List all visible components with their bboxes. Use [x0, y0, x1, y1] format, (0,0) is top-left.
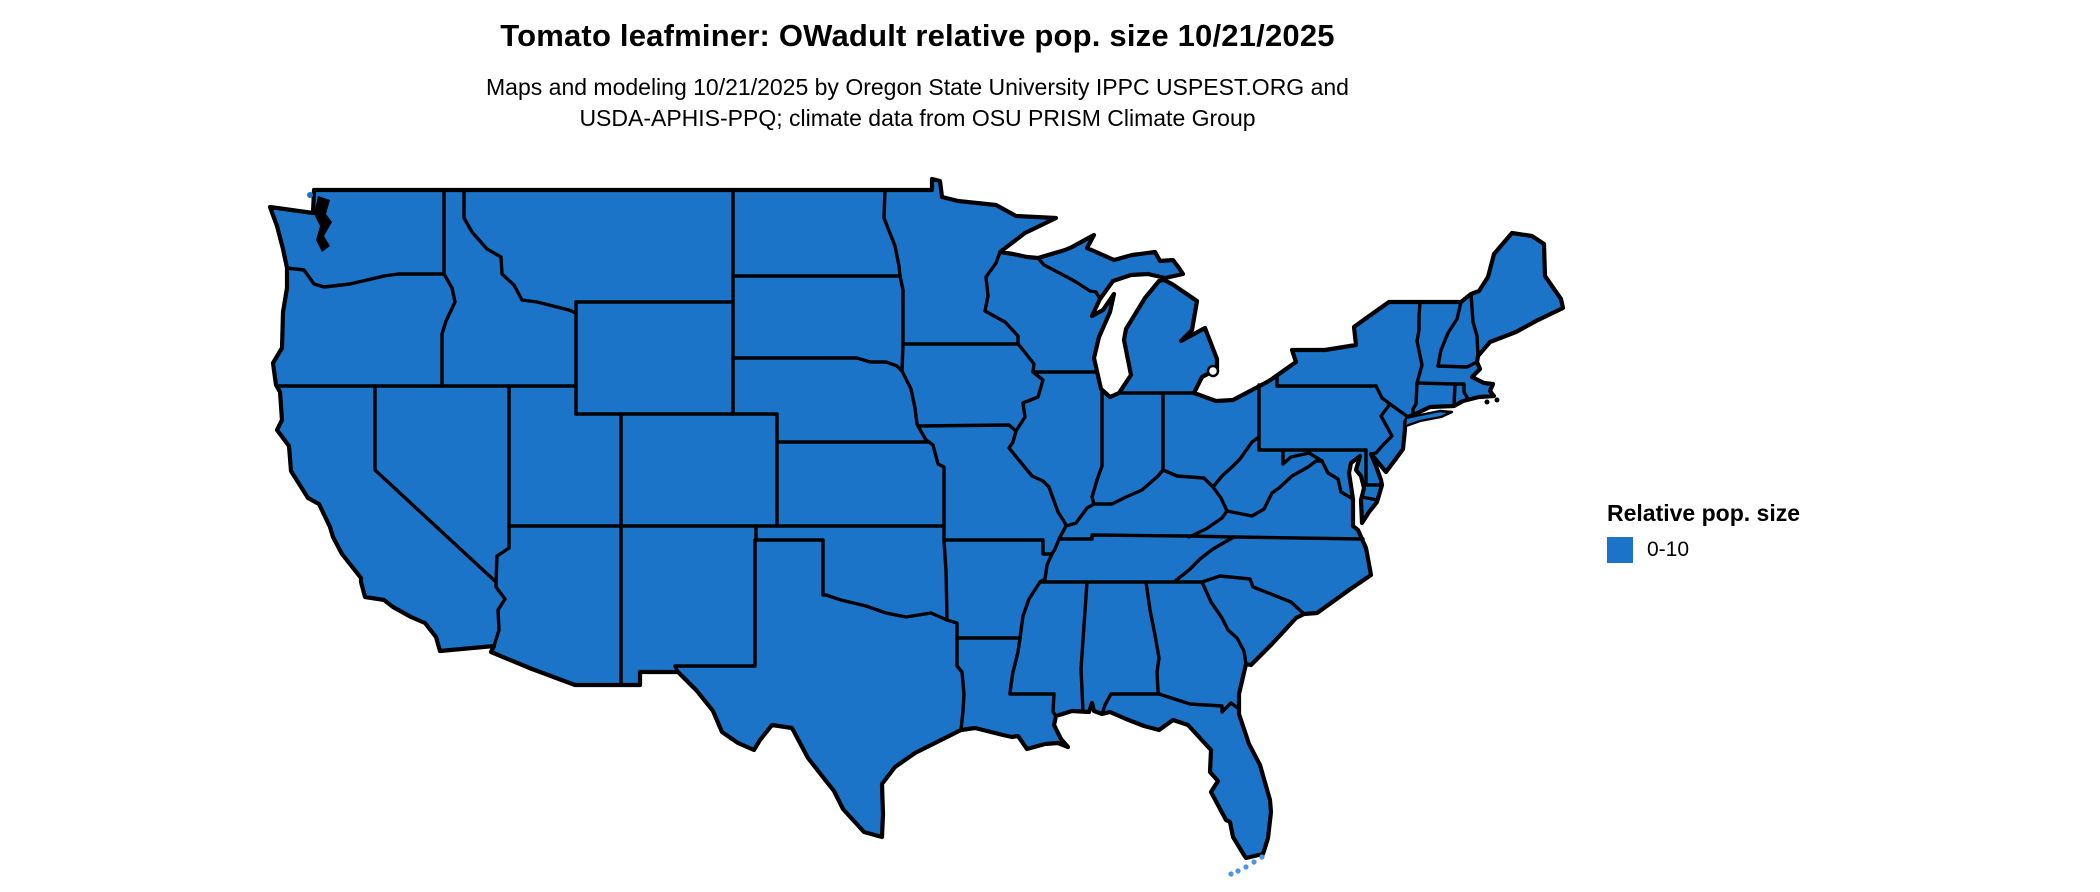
legend-row: 0-10: [1607, 537, 1800, 563]
border-mo-ar: [942, 538, 1054, 556]
border-oh-pa-mason-dixon: [1257, 383, 1368, 452]
border-id-mt: [462, 188, 578, 315]
border-or-id: [440, 272, 457, 388]
border-sd-ne: [731, 356, 904, 373]
border-ky-tn: [1057, 533, 1236, 541]
border-ohio-river: [1064, 435, 1261, 528]
border-ia-mo: [916, 423, 1018, 433]
border-nv-ut-az: [494, 384, 511, 584]
border-ny-east: [1411, 300, 1424, 417]
border-de-md: [1364, 448, 1384, 487]
legend-swatch: [1607, 537, 1633, 563]
border-wa-or: [285, 266, 446, 289]
nantucket-islands: [1484, 397, 1500, 405]
border-ct-ri: [1452, 382, 1457, 408]
border-al-ms: [1079, 580, 1089, 713]
border-tx-ar-la: [945, 618, 966, 732]
border-al-ga: [1144, 580, 1161, 696]
border-ok-tx-red-river: [754, 524, 949, 622]
long-island: [1403, 409, 1454, 428]
subtitle-line-1: Maps and modeling 10/21/2025 by Oregon S…: [486, 74, 1349, 100]
border-ny-nj: [1388, 402, 1410, 419]
border-mississippi-river-south: [1008, 524, 1068, 718]
border-fl-north: [1100, 692, 1241, 716]
border-vt-nh: [1436, 300, 1463, 368]
page-title: Tomato leafminer: OWadult relative pop. …: [500, 18, 1335, 53]
border-md-va-delmarva: [1360, 495, 1379, 502]
border-ky-wv: [1211, 485, 1229, 513]
border-md-va-potomac: [1320, 459, 1355, 501]
florida-keys: [1228, 854, 1265, 877]
border-tx-nm: [673, 538, 757, 674]
border-nj-delaware-river: [1369, 384, 1394, 456]
border-il-in: [1090, 391, 1104, 506]
us-landmass: [267, 176, 1566, 861]
border-me-nh: [1469, 292, 1480, 358]
chart-header: Tomato leafminer: OWadult relative pop. …: [270, 18, 1565, 134]
lake-st-clair: [1206, 364, 1220, 378]
subtitle-line-2: USDA-APHIS-PPQ; climate data from OSU PR…: [579, 105, 1256, 131]
legend: Relative pop. size 0-10: [1607, 500, 1800, 563]
border-wi-mi: [1036, 256, 1102, 301]
border-nc-sc: [1200, 574, 1306, 616]
border-va-wv: [1225, 459, 1324, 518]
border-va-nc: [1232, 535, 1365, 541]
border-ga-sc: [1200, 580, 1248, 666]
border-nh-ma: [1436, 360, 1479, 369]
border-mississippi-river-north: [1007, 342, 1068, 528]
border-ky-va: [1187, 509, 1229, 539]
state-borders: [276, 188, 1480, 732]
border-nd-mn-red-river: [882, 188, 902, 278]
border-ma-south: [1415, 381, 1470, 401]
legend-label: 0-10: [1647, 538, 1690, 561]
legend-title: Relative pop. size: [1607, 500, 1801, 526]
border-tn-nc: [1172, 535, 1236, 584]
border-mn-wi: [983, 250, 1020, 346]
puget-sound-detail: [307, 192, 332, 252]
border-ca-nv-az: [373, 384, 507, 648]
border-sd-mn-ia-mo-river: [898, 274, 949, 622]
border-ny-pa: [1275, 374, 1378, 388]
border-wv-md: [1281, 448, 1324, 466]
